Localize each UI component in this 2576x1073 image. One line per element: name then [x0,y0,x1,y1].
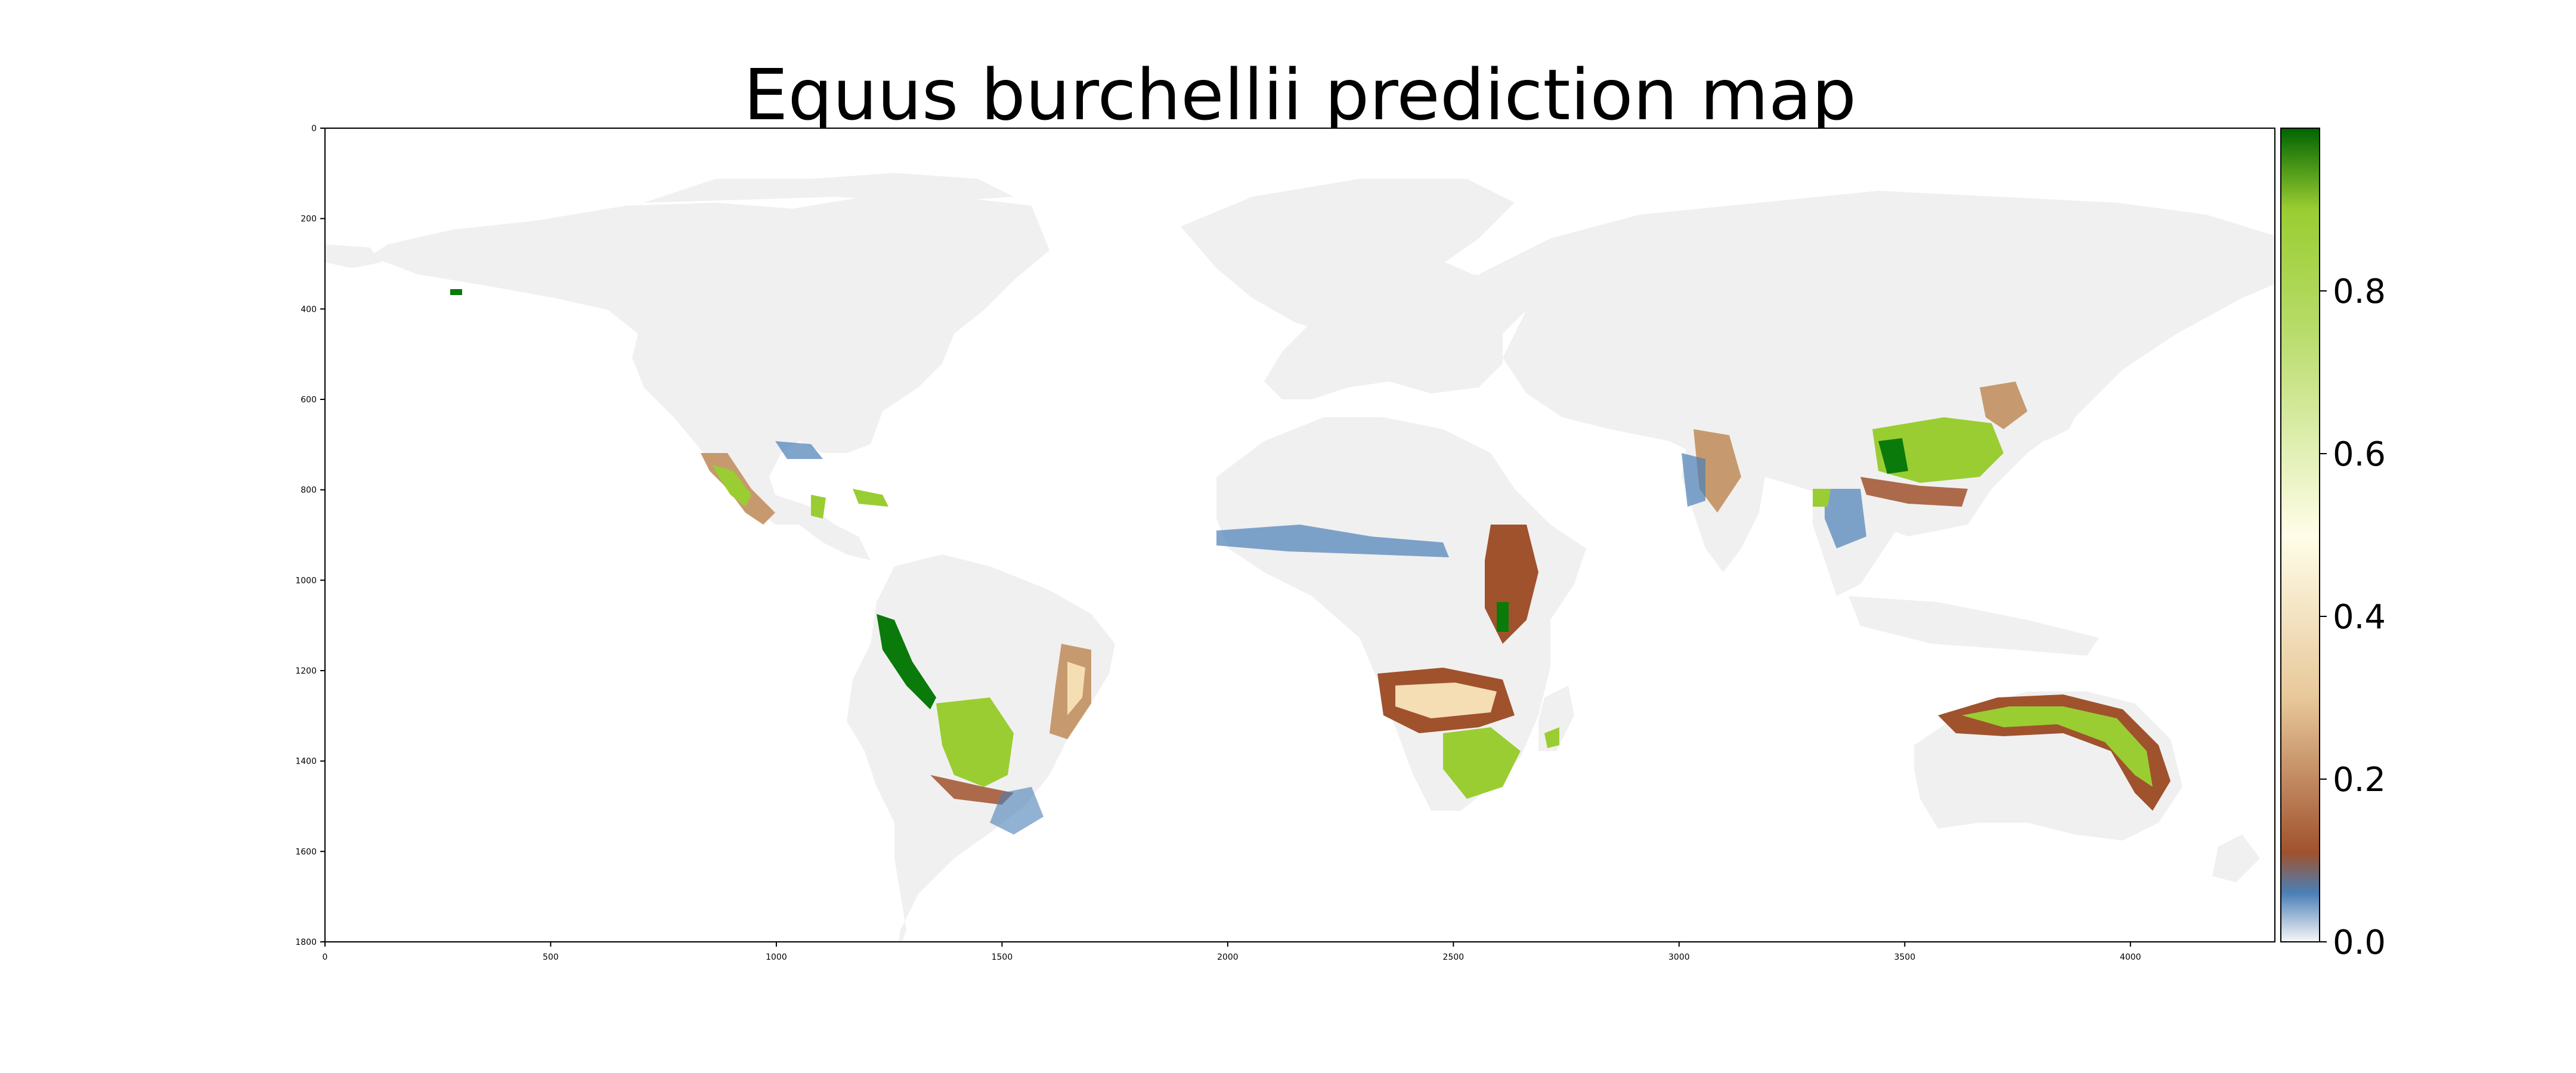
x-tick-label: 0 [323,953,328,962]
patch-chaco-edge [930,775,1014,805]
y-tick-label: 600 [301,395,317,405]
patch-mexico-high [713,465,751,507]
patch-florida [853,489,888,507]
colorbar-tick-label: 0.2 [2333,761,2386,799]
y-tick-label: 1400 [295,757,317,767]
map-title: Equus burchellii prediction map [743,54,1857,136]
y-axis: 0 200 400 600 800 1000 1200 1400 1600 1800 [295,124,325,947]
x-tick-label: 3000 [1668,953,1690,962]
patch-south-central-africa-mid [1395,683,1497,718]
arctic-islands [644,173,1014,203]
patch-chaco [936,697,1014,787]
asia [1479,191,2275,536]
y-tick-label: 400 [301,305,317,314]
x-tick-label: 500 [543,953,559,962]
y-tick-label: 200 [301,215,317,224]
x-axis: 0 500 1000 1500 2000 2500 3000 3500 4000 [323,942,2141,962]
patch-cuba [811,495,826,519]
patch-se-asia [1825,489,1866,548]
patch-pampas [990,787,1044,835]
y-tick-label: 1600 [295,847,317,857]
colorbar-tick-label: 0.4 [2333,598,2386,637]
colorbar-tick-label: 0.6 [2333,435,2386,474]
patch-alaska [450,289,462,295]
patch-se-asia-hi [1813,489,1831,507]
japan [2039,364,2087,441]
x-tick-label: 1500 [992,953,1013,962]
patch-india-blue [1682,453,1705,507]
patch-madagascar [1544,727,1559,748]
colorbar-tick-label: 0.8 [2333,272,2386,311]
x-tick-label: 2500 [1443,953,1465,962]
y-tick-label: 1000 [295,576,317,585]
patch-andes [877,614,936,709]
patch-korea-japan [1980,382,2027,429]
prediction-patches [450,289,2171,835]
map-plot-area [325,128,2275,942]
alaska-west [325,244,382,268]
patch-us-gulf [775,441,823,459]
patch-china-green [1878,438,1908,474]
colorbar-axis: 0.0 0.2 0.4 0.6 0.8 [2320,272,2386,962]
x-tick-label: 2000 [1217,953,1239,962]
x-tick-label: 4000 [2120,953,2141,962]
y-tick-label: 1200 [295,666,317,676]
patch-china-edge [1860,477,1968,507]
patch-south-africa [1443,727,1521,799]
y-tick-label: 1800 [295,938,317,947]
colorbar-tick-label: 0.0 [2333,923,2386,962]
y-tick-label: 0 [311,124,317,134]
map-axes-frame [324,128,2275,942]
europe [1264,256,1527,399]
patch-sahel [1216,525,1449,557]
indonesia [1849,596,2099,656]
north-america [370,197,1049,560]
patch-east-africa-green [1497,602,1509,632]
y-tick-label: 800 [301,486,317,495]
patch-brazil-east-hi [1067,662,1085,715]
x-tick-label: 1000 [766,953,787,962]
patch-australia-north-hi [1962,706,2153,787]
new-zealand [2212,835,2260,882]
x-tick-label: 3500 [1894,953,1915,962]
colorbar [2280,128,2320,942]
greenland [1181,179,1515,334]
